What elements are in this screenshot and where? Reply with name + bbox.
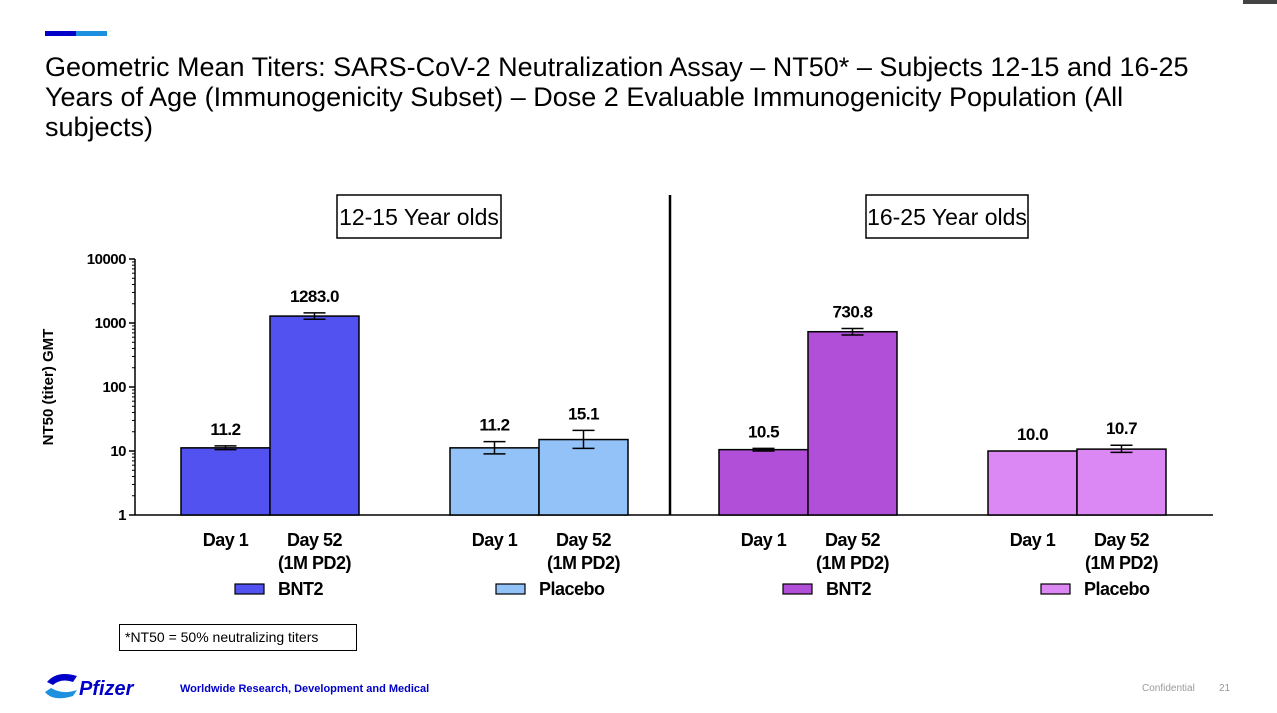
bar: [180, 447, 271, 516]
x-tick-label: Day 52: [287, 530, 343, 550]
accent-bar: [45, 31, 107, 36]
x-tick-label: Day 1: [472, 530, 518, 550]
data-label: 10.0: [1017, 425, 1048, 444]
y-axis-title: NT50 (titer) GMT: [40, 329, 57, 446]
data-label: 730.8: [832, 303, 872, 322]
panel-label: 16-25 Year olds: [867, 204, 1027, 230]
x-tick-label: (1M PD2): [1085, 553, 1159, 573]
y-tick-label: 10000: [87, 251, 126, 268]
data-label: 10.5: [748, 422, 779, 441]
logo-wordmark: Pfizer: [79, 678, 135, 700]
corner-mark: [1243, 0, 1277, 4]
bar: [449, 447, 540, 516]
bar: [538, 438, 629, 516]
data-label: 15.1: [568, 404, 599, 423]
data-label: 1283.0: [290, 287, 339, 306]
y-tick-label: 100: [102, 379, 126, 396]
legend-swatch: [495, 583, 526, 595]
x-tick-label: (1M PD2): [547, 553, 621, 573]
x-tick-label: Day 52: [1094, 530, 1150, 550]
legend-label: Placebo: [539, 579, 605, 599]
panel-label-box: [336, 194, 502, 239]
x-tick-label: Day 52: [825, 530, 881, 550]
x-tick-label: Day 1: [1010, 530, 1056, 550]
bar: [718, 448, 809, 516]
accent-bar-dark: [45, 31, 76, 36]
x-tick-label: (1M PD2): [278, 553, 352, 573]
x-tick-label: (1M PD2): [816, 553, 890, 573]
bar: [269, 315, 360, 516]
bar: [807, 330, 898, 516]
legend-swatch: [234, 583, 265, 595]
legend-swatch: [1040, 583, 1071, 595]
y-tick-label: 10: [110, 443, 126, 460]
data-label: 11.2: [210, 420, 240, 439]
legend-label: BNT2: [826, 579, 871, 599]
page-number: 21: [1219, 683, 1231, 694]
panel-label: 12-15 Year olds: [339, 204, 499, 230]
bar: [987, 450, 1078, 516]
x-tick-label: Day 1: [741, 530, 787, 550]
pfizer-logo: Pfizer: [45, 674, 135, 700]
bar: [1076, 448, 1167, 516]
panel-label-box: [865, 194, 1029, 239]
legend-label: BNT2: [278, 579, 323, 599]
legend-label: Placebo: [1084, 579, 1150, 599]
y-tick-label: 1: [118, 507, 126, 524]
accent-bar-light: [76, 31, 107, 36]
footnote: *NT50 = 50% neutralizing titers: [119, 624, 357, 651]
footer-org: Worldwide Research, Development and Medi…: [180, 683, 430, 695]
x-tick-label: Day 1: [203, 530, 249, 550]
y-tick-label: 1000: [95, 315, 127, 332]
data-label: 11.2: [479, 416, 509, 435]
x-tick-label: Day 52: [556, 530, 612, 550]
data-label: 10.7: [1106, 419, 1137, 438]
footer-confidential: Confidential: [1142, 683, 1195, 694]
slide-title: Geometric Mean Titers: SARS-CoV-2 Neutra…: [45, 52, 1189, 142]
legend-swatch: [782, 583, 813, 595]
